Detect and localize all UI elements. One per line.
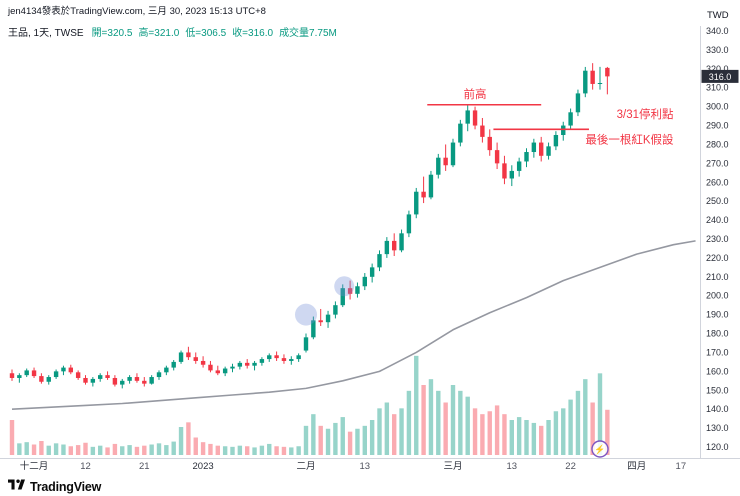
svg-text:13: 13 <box>507 461 518 472</box>
svg-text:180.0: 180.0 <box>706 329 729 339</box>
svg-text:13: 13 <box>360 461 371 472</box>
svg-text:150.0: 150.0 <box>706 385 729 395</box>
symbol-title[interactable]: 王品, 1天, TWSE <box>8 28 84 39</box>
svg-text:二月: 二月 <box>296 461 315 472</box>
svg-text:120.0: 120.0 <box>706 442 729 452</box>
svg-text:220.0: 220.0 <box>706 253 729 263</box>
candles <box>9 63 610 389</box>
svg-text:十二月: 十二月 <box>20 460 49 472</box>
svg-text:21: 21 <box>139 461 150 472</box>
ohlc-close: 收=316.0 <box>232 28 274 39</box>
svg-text:250.0: 250.0 <box>706 196 729 206</box>
ohlc-open: 開=320.5 <box>91 28 133 39</box>
svg-text:320.0: 320.0 <box>706 64 729 74</box>
ma-line <box>11 240 696 410</box>
tradingview-logo-text[interactable]: TradingView <box>30 479 102 494</box>
svg-text:340.0: 340.0 <box>706 26 729 36</box>
svg-text:三月: 三月 <box>443 461 462 472</box>
svg-text:290.0: 290.0 <box>706 121 729 131</box>
svg-text:170.0: 170.0 <box>706 347 729 357</box>
currency-label: TWD <box>707 10 729 21</box>
svg-text:四月: 四月 <box>627 461 646 472</box>
svg-text:最後一根紅K假設: 最後一根紅K假設 <box>585 133 674 147</box>
svg-text:22: 22 <box>565 461 576 472</box>
ohlc-low: 低=306.5 <box>185 28 227 39</box>
svg-text:2023: 2023 <box>193 461 214 472</box>
svg-text:310.0: 310.0 <box>706 83 729 93</box>
svg-text:240.0: 240.0 <box>706 215 729 225</box>
svg-text:260.0: 260.0 <box>706 177 729 187</box>
svg-text:230.0: 230.0 <box>706 234 729 244</box>
svg-text:280.0: 280.0 <box>706 139 729 149</box>
svg-text:200.0: 200.0 <box>706 291 729 301</box>
svg-text:130.0: 130.0 <box>706 423 729 433</box>
svg-text:12: 12 <box>80 461 91 472</box>
axes[interactable]: 340.0 330.0 320.0 310.0 300.0 290.0 280.0 270.0… <box>0 26 740 459</box>
svg-text:300.0: 300.0 <box>706 102 729 112</box>
svg-text:330.0: 330.0 <box>706 45 729 55</box>
last-price-badge: 316.0 <box>701 69 739 83</box>
svg-text:3/31停利點: 3/31停利點 <box>617 107 674 121</box>
volume-readout: 成交量7.75M <box>279 28 337 39</box>
symbol-info-bar: 王品, 1天, TWSE 開=320.5 高=321.0 低=306.5 收=316.0… <box>8 24 343 39</box>
svg-text:210.0: 210.0 <box>706 272 729 282</box>
boost-badge[interactable]: ⚡ <box>591 440 609 458</box>
footer-bar: TradingView <box>0 477 740 496</box>
tradingview-logo-icon[interactable] <box>8 478 25 496</box>
svg-text:190.0: 190.0 <box>706 310 729 320</box>
svg-text:270.0: 270.0 <box>706 158 729 168</box>
time-axis[interactable]: 十二月 12 21 2023 二月 13 三月 13 22 四月 17 <box>20 460 686 472</box>
svg-text:316.0: 316.0 <box>709 72 732 82</box>
highlight-circles <box>295 276 355 326</box>
svg-text:⚡: ⚡ <box>594 444 605 456</box>
svg-text:160.0: 160.0 <box>706 366 729 376</box>
ohlc-high: 高=321.0 <box>138 28 180 39</box>
svg-text:17: 17 <box>676 461 687 472</box>
volume-bars <box>9 355 610 455</box>
svg-text:前高: 前高 <box>464 87 487 101</box>
attribution-line: jen4134發表於TradingView.com, 三月 30, 2023 1… <box>8 6 266 17</box>
svg-text:140.0: 140.0 <box>706 404 729 414</box>
